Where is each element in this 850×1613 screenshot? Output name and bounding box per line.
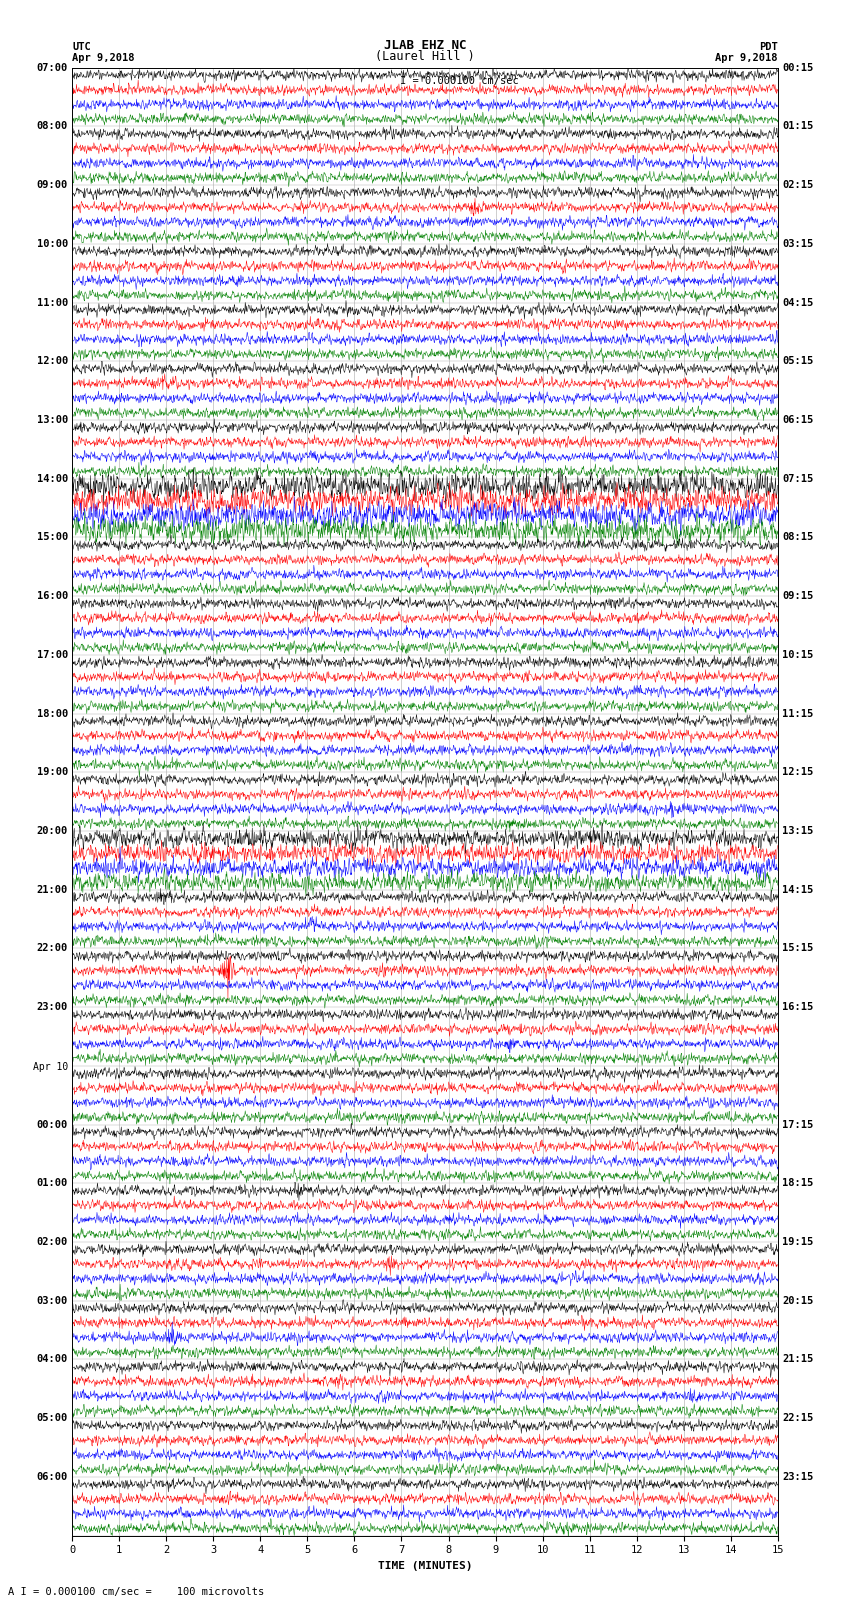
Text: 10:00: 10:00 — [37, 239, 68, 248]
Text: Apr 10: Apr 10 — [33, 1063, 68, 1073]
Text: 08:15: 08:15 — [782, 532, 813, 542]
Text: 22:00: 22:00 — [37, 944, 68, 953]
Text: 11:15: 11:15 — [782, 708, 813, 718]
Text: 15:00: 15:00 — [37, 532, 68, 542]
Text: 09:15: 09:15 — [782, 592, 813, 602]
Text: 11:00: 11:00 — [37, 298, 68, 308]
Text: 07:00: 07:00 — [37, 63, 68, 73]
Text: 00:15: 00:15 — [782, 63, 813, 73]
Text: 05:00: 05:00 — [37, 1413, 68, 1423]
Text: 08:00: 08:00 — [37, 121, 68, 131]
Text: 07:15: 07:15 — [782, 474, 813, 484]
Text: 15:15: 15:15 — [782, 944, 813, 953]
Text: 02:00: 02:00 — [37, 1237, 68, 1247]
Text: 01:00: 01:00 — [37, 1179, 68, 1189]
Text: I = 0.000100 cm/sec: I = 0.000100 cm/sec — [400, 76, 518, 85]
Text: 20:15: 20:15 — [782, 1295, 813, 1305]
Text: UTC: UTC — [72, 42, 91, 52]
Text: 23:00: 23:00 — [37, 1002, 68, 1011]
Text: 09:00: 09:00 — [37, 181, 68, 190]
Text: 18:15: 18:15 — [782, 1179, 813, 1189]
Text: 04:15: 04:15 — [782, 298, 813, 308]
Text: 21:00: 21:00 — [37, 886, 68, 895]
Text: 19:00: 19:00 — [37, 768, 68, 777]
Text: 17:15: 17:15 — [782, 1119, 813, 1129]
Text: 20:00: 20:00 — [37, 826, 68, 836]
Text: 19:15: 19:15 — [782, 1237, 813, 1247]
Text: 10:15: 10:15 — [782, 650, 813, 660]
Text: 17:00: 17:00 — [37, 650, 68, 660]
Text: A I = 0.000100 cm/sec =    100 microvolts: A I = 0.000100 cm/sec = 100 microvolts — [8, 1587, 264, 1597]
Text: 12:15: 12:15 — [782, 768, 813, 777]
Text: 18:00: 18:00 — [37, 708, 68, 718]
Text: 01:15: 01:15 — [782, 121, 813, 131]
Text: 05:15: 05:15 — [782, 356, 813, 366]
Text: 22:15: 22:15 — [782, 1413, 813, 1423]
Text: 16:15: 16:15 — [782, 1002, 813, 1011]
Text: 12:00: 12:00 — [37, 356, 68, 366]
Text: 04:00: 04:00 — [37, 1355, 68, 1365]
Text: 00:00: 00:00 — [37, 1119, 68, 1129]
Text: 13:15: 13:15 — [782, 826, 813, 836]
Text: 02:15: 02:15 — [782, 181, 813, 190]
Text: Apr 9,2018: Apr 9,2018 — [72, 53, 135, 63]
Text: PDT: PDT — [759, 42, 778, 52]
Text: 14:15: 14:15 — [782, 886, 813, 895]
Text: 14:00: 14:00 — [37, 474, 68, 484]
Text: 06:15: 06:15 — [782, 415, 813, 424]
Text: 06:00: 06:00 — [37, 1473, 68, 1482]
Text: (Laurel Hill ): (Laurel Hill ) — [375, 50, 475, 63]
Text: Apr 9,2018: Apr 9,2018 — [715, 53, 778, 63]
X-axis label: TIME (MINUTES): TIME (MINUTES) — [377, 1561, 473, 1571]
Text: 13:00: 13:00 — [37, 415, 68, 424]
Text: 03:15: 03:15 — [782, 239, 813, 248]
Text: 16:00: 16:00 — [37, 592, 68, 602]
Text: JLAB EHZ NC: JLAB EHZ NC — [383, 39, 467, 52]
Text: 03:00: 03:00 — [37, 1295, 68, 1305]
Text: 23:15: 23:15 — [782, 1473, 813, 1482]
Text: 21:15: 21:15 — [782, 1355, 813, 1365]
